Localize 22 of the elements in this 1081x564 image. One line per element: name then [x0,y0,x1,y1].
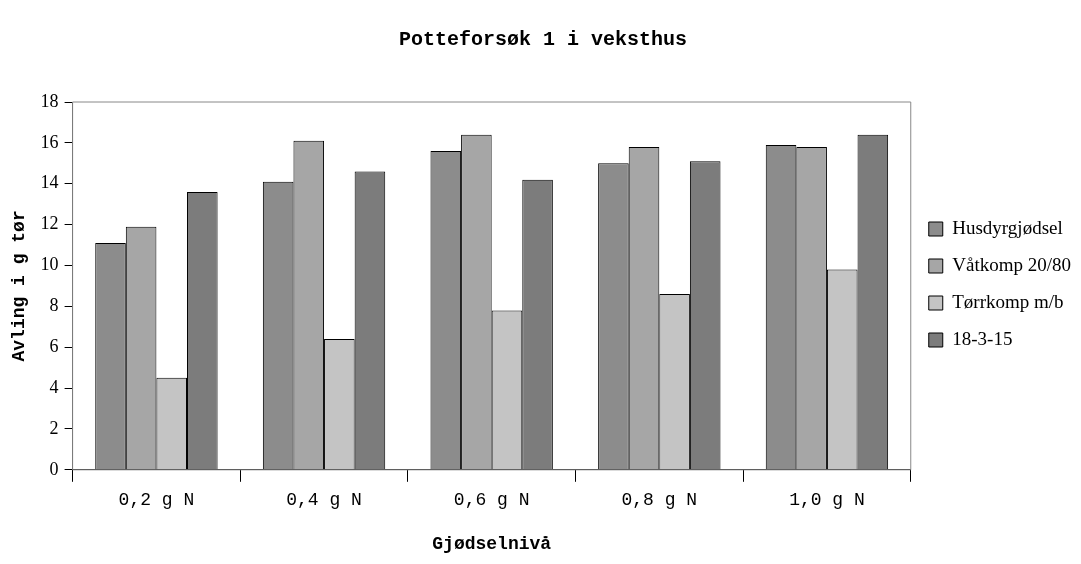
x-tick-label: 0,2 g N [118,490,195,511]
y-tick-label: 2 [49,417,59,438]
y-tick-label: 4 [49,376,59,397]
legend-label: Tørrkomp m/b [952,290,1064,312]
y-tick-label: 0 [49,458,59,479]
legend-label: Husdyrgjødsel [952,216,1063,238]
x-tick-label: 0,4 g N [286,490,362,511]
y-tick-label: 12 [40,213,59,234]
y-tick-label: 18 [40,90,59,111]
y-tick-label: 8 [49,295,59,316]
legend-label: 18-3-15 [952,327,1013,349]
y-tick-label: 14 [40,172,59,193]
y-tick-label: 10 [40,254,59,275]
y-tick-label: 16 [40,131,59,152]
x-tick-label: 0,8 g N [621,490,698,511]
y-tick-label: 6 [49,335,59,356]
x-tick-label: 0,6 g N [453,490,530,511]
x-axis-title: Gjødselnivå [432,533,552,554]
chart-title: Potteforsøk 1 i veksthus [398,28,688,52]
y-axis-title: Avling i g tør [9,210,30,362]
legend-label: Våtkomp 20/80 [952,253,1072,275]
x-tick-label: 1,0 g N [789,490,865,511]
